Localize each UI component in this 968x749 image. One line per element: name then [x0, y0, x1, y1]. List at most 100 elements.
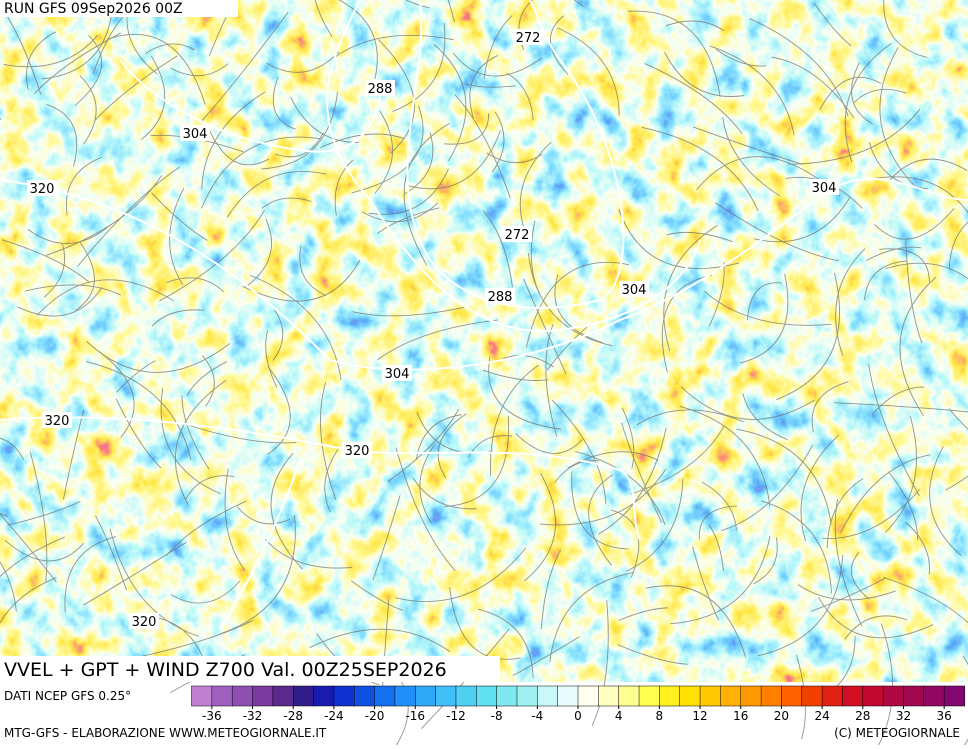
streamline [405, 0, 430, 9]
streamline [813, 2, 852, 47]
streamline [224, 468, 246, 571]
streamline [201, 136, 321, 209]
streamline [220, 515, 296, 635]
streamline [905, 239, 923, 344]
streamline [905, 521, 930, 575]
contour-label-box [365, 80, 395, 96]
colorbar-tick-label: -20 [365, 709, 385, 723]
streamline [250, 274, 342, 381]
streamline [338, 0, 378, 80]
contour-label: 272 [516, 31, 541, 46]
streamline [85, 361, 192, 460]
streamline [556, 27, 620, 116]
colorbar-tick-label: 32 [896, 709, 911, 723]
colorbar-swatch [211, 685, 233, 707]
streamline [491, 111, 505, 173]
streamline [853, 88, 907, 103]
streamline [618, 607, 668, 621]
streamline [819, 76, 882, 110]
streamline [160, 388, 221, 495]
streamline [545, 324, 558, 437]
streamline [644, 63, 743, 135]
streamline [575, 451, 666, 525]
streamline [698, 505, 737, 540]
colorbar-swatch [842, 685, 864, 707]
streamline [625, 478, 684, 572]
streamline [267, 366, 291, 455]
streamline [395, 447, 456, 572]
streamline [151, 192, 208, 241]
streamline [739, 273, 789, 364]
streamline [539, 468, 667, 526]
streamline [736, 428, 832, 525]
streamline [753, 196, 851, 243]
colorbar-swatch [760, 685, 782, 707]
vvel-field [0, 0, 968, 682]
colorbar-swatch [557, 685, 579, 707]
colorbar-tick-label: -8 [491, 709, 503, 723]
colorbar-swatch [882, 685, 905, 707]
colorbar-tick-label: -28 [283, 709, 303, 723]
streamline [515, 433, 583, 454]
colorbar-tick-label: 12 [692, 709, 707, 723]
streamline [465, 83, 516, 88]
streamline [708, 262, 725, 327]
streamline [679, 405, 771, 507]
streamline [885, 262, 968, 280]
streamline [201, 11, 289, 122]
colorbar-tick-label: 28 [855, 709, 870, 723]
colorbar-tick-label: 24 [814, 709, 829, 723]
contour-label-box [342, 442, 372, 458]
contour-label: 320 [132, 615, 157, 630]
streamline [488, 355, 562, 430]
streamline [377, 207, 440, 234]
streamline [0, 437, 24, 460]
streamline [524, 473, 556, 582]
colorbar-swatch [435, 685, 457, 707]
streamline [641, 126, 759, 212]
streamline [945, 475, 968, 491]
streamline [265, 330, 278, 388]
streamline [151, 309, 204, 327]
title-box [0, 656, 500, 682]
contour-label-box [382, 365, 412, 381]
streamline [680, 386, 815, 420]
colorbar-swatch [333, 685, 355, 707]
streamline [126, 10, 158, 75]
footer-right: (C) METEOGIORNALE [834, 726, 960, 740]
streamline [527, 252, 613, 347]
streamline [41, 0, 114, 80]
streamline [0, 561, 17, 612]
streamline [374, 110, 393, 194]
streamline [444, 415, 510, 508]
streamline [630, 425, 725, 495]
contour-label-box [485, 288, 515, 304]
streamline [879, 248, 930, 283]
colorbar-swatch [252, 685, 274, 707]
streamline [3, 35, 98, 68]
streamline [107, 33, 206, 105]
contour-label-box [129, 613, 159, 629]
streamline [749, 18, 849, 117]
streamline [851, 62, 873, 125]
colorbar-swatch [313, 685, 335, 707]
streamline [866, 246, 922, 261]
streamline [722, 117, 780, 197]
streamline [885, 416, 917, 533]
colorbar-swatch [862, 685, 884, 707]
streamline [46, 104, 78, 167]
streamline [387, 409, 459, 482]
streamline [181, 395, 210, 470]
colorbar-swatch [679, 685, 701, 707]
streamline [99, 351, 135, 438]
streamline [26, 31, 56, 90]
colorbar-tick-label: -16 [405, 709, 425, 723]
colorbar-swatch [516, 685, 538, 707]
streamline [701, 481, 737, 531]
streamline [454, 94, 511, 199]
streamline [811, 577, 886, 612]
streamline [184, 475, 235, 501]
colorbar-tick-label: 20 [774, 709, 789, 723]
